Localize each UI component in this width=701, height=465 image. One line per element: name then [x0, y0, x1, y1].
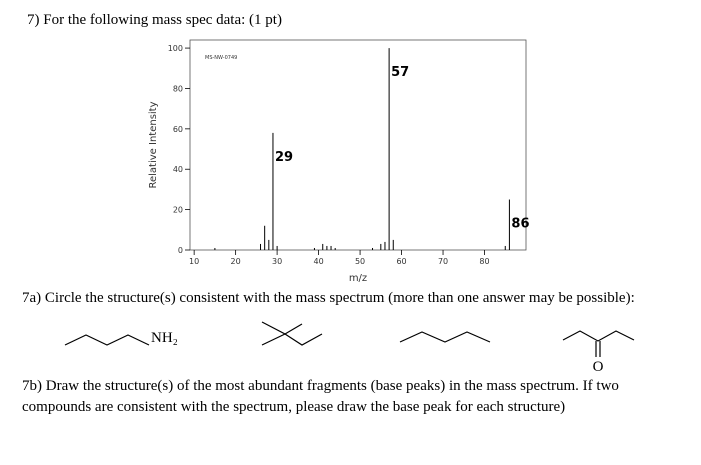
- branch: [261, 321, 287, 346]
- amine-chain: [64, 334, 150, 346]
- y-axis-label: Relative Intensity: [148, 101, 159, 188]
- y-tick-label: 20: [173, 206, 183, 215]
- x-tick-label: 80: [479, 257, 489, 266]
- part-b: 7b) Draw the structure(s) of the most ab…: [22, 378, 619, 394]
- peak-label: 57: [391, 65, 409, 80]
- plot-frame: [189, 39, 527, 251]
- y-tick-label: 0: [178, 246, 183, 255]
- x-tick-label: 70: [438, 257, 448, 266]
- amine-label: NH₂: [151, 330, 178, 346]
- part-b: compounds are consistent with the spectr…: [22, 399, 565, 415]
- pentane: [399, 331, 491, 343]
- ketone: [562, 330, 635, 342]
- oxygen-label: O: [593, 359, 604, 375]
- structures: [64, 321, 635, 357]
- x-tick-label: 60: [396, 257, 406, 266]
- part-a: 7a) Circle the structure(s) consistent w…: [22, 290, 635, 306]
- x-tick-label: 10: [189, 257, 199, 266]
- y-tick-label: 60: [173, 125, 183, 134]
- branch: [284, 323, 303, 335]
- x-tick-label: 50: [355, 257, 365, 266]
- x-tick-label: 30: [272, 257, 282, 266]
- question: 7) For the following mass spec data: (1 …: [27, 12, 282, 28]
- y-tick-label: 80: [173, 84, 183, 93]
- x-tick-label: 40: [313, 257, 323, 266]
- y-tick-label: 100: [168, 44, 183, 53]
- peak-label: 29: [275, 150, 293, 165]
- branch: [284, 333, 323, 346]
- x-tick-label: 20: [231, 257, 241, 266]
- spectrum-code: MS-NW-0749: [205, 55, 237, 61]
- chart: 0 20 40 60 80 100 10 20 30 40 50 60 70 80 m/z Relative …: [148, 39, 530, 284]
- y-tick-label: 40: [173, 165, 183, 174]
- peak-label: 86: [511, 217, 529, 232]
- x-axis-label: m/z: [349, 273, 367, 284]
